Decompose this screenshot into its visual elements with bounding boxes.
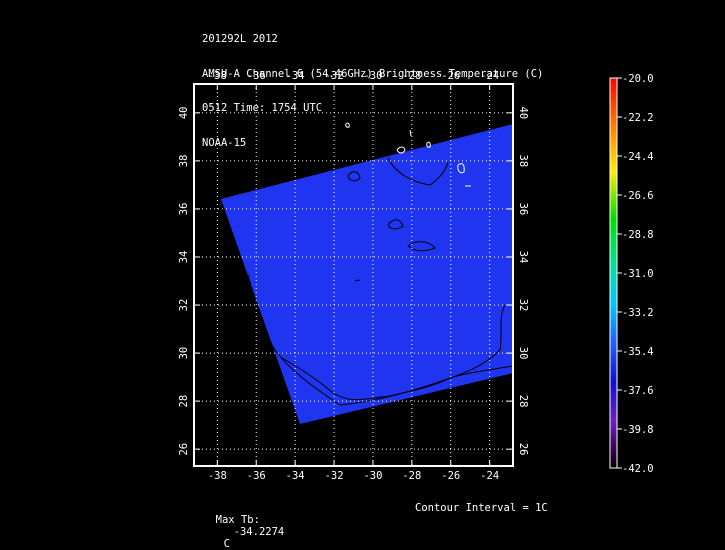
lon-tick-label-top: -30 xyxy=(363,70,382,82)
lon-tick-label-top: -38 xyxy=(208,70,227,82)
lon-tick-label-bottom: -24 xyxy=(480,470,499,482)
axis-tick-labels: -38 -38 -36 -36 -34 -34 -32 -32 -30 -30 -28 -28 -26 -… xyxy=(178,70,529,482)
colorbar-label: -35.4 xyxy=(622,346,654,358)
lon-tick-label-bottom: -36 xyxy=(247,470,266,482)
lat-tick-label-left: 30 xyxy=(178,347,190,360)
lon-tick-label-top: -34 xyxy=(286,70,305,82)
lat-tick-label-right: 26 xyxy=(517,443,529,456)
colorbar-label: -37.6 xyxy=(622,385,654,397)
lat-tick-label-left: 26 xyxy=(178,443,190,456)
time-line: 0512 Time: 1754 UTC xyxy=(202,102,323,114)
colorbar-label: -33.2 xyxy=(622,307,654,319)
map-title: 201292L 2012 AMSU-A Channel 6 (54.46GHz)… xyxy=(202,11,543,161)
colorbar-label: -42.0 xyxy=(622,463,654,475)
lon-tick-label-bottom: -30 xyxy=(363,470,382,482)
lon-tick-label-bottom: -28 xyxy=(402,470,421,482)
lat-tick-label-right: 34 xyxy=(517,251,529,264)
colorbar-label: -28.8 xyxy=(622,229,654,241)
lon-tick-label-bottom: -26 xyxy=(441,470,460,482)
lat-tick-label-left: 40 xyxy=(178,107,190,120)
lon-tick-label-top: -36 xyxy=(247,70,266,82)
max-tb-readout: Max Tb: -34.2274 C xyxy=(203,502,285,550)
contour-interval: Contour Interval = 1C xyxy=(415,502,548,514)
lon-tick-label-top: -24 xyxy=(480,70,499,82)
colorbar-label: -31.0 xyxy=(622,268,654,280)
channel-line: AMSU-A Channel 6 (54.46GHz) Brightness T… xyxy=(202,67,544,80)
storm-id-line: 201292L 2012 xyxy=(202,33,278,45)
lat-tick-label-left: 38 xyxy=(178,155,190,168)
lat-tick-label-right: 36 xyxy=(517,203,529,216)
colorbar xyxy=(609,77,618,469)
axis-ticks xyxy=(194,84,513,466)
plot-frame xyxy=(193,83,514,467)
lat-tick-label-left: 32 xyxy=(178,299,190,312)
lat-tick-label-right: 32 xyxy=(517,299,529,312)
colorbar-label: -20.0 xyxy=(622,73,654,85)
lat-tick-label-left: 36 xyxy=(178,203,190,216)
colorbar-label: -26.6 xyxy=(622,190,654,202)
lat-tick-label-right: 38 xyxy=(517,155,529,168)
lat-tick-label-right: 30 xyxy=(517,347,529,360)
max-tb-value: -34.2274 xyxy=(233,526,285,538)
colorbar-labels: -20.0 -22.2 -24.4 -26.6 -28.8 -31.0 -33.2 -35.4… xyxy=(617,73,654,475)
max-tb-unit: C xyxy=(223,538,230,550)
lon-tick-label-bottom: -38 xyxy=(208,470,227,482)
lat-tick-label-right: 40 xyxy=(517,107,529,120)
lat-tick-label-left: 28 xyxy=(178,395,190,408)
warm-contours xyxy=(345,122,471,187)
satellite-line: NOAA-15 xyxy=(202,136,247,149)
lat-tick-label-left: 34 xyxy=(178,251,190,264)
temperature-contours xyxy=(247,157,513,406)
lon-tick-label-top: -26 xyxy=(441,70,460,82)
lat-tick-label-right: 28 xyxy=(517,395,529,408)
max-tb-label: Max Tb: xyxy=(215,514,260,526)
satellite-swath xyxy=(221,124,513,424)
lon-tick-label-top: -28 xyxy=(402,70,421,82)
lon-tick-label-bottom: -32 xyxy=(325,470,344,482)
lon-tick-label-top: -32 xyxy=(325,70,344,82)
colorbar-label: -24.4 xyxy=(622,151,654,163)
colorbar-label: -39.8 xyxy=(622,424,654,436)
colorbar-label: -22.2 xyxy=(622,112,654,124)
lon-tick-label-bottom: -34 xyxy=(286,470,305,482)
